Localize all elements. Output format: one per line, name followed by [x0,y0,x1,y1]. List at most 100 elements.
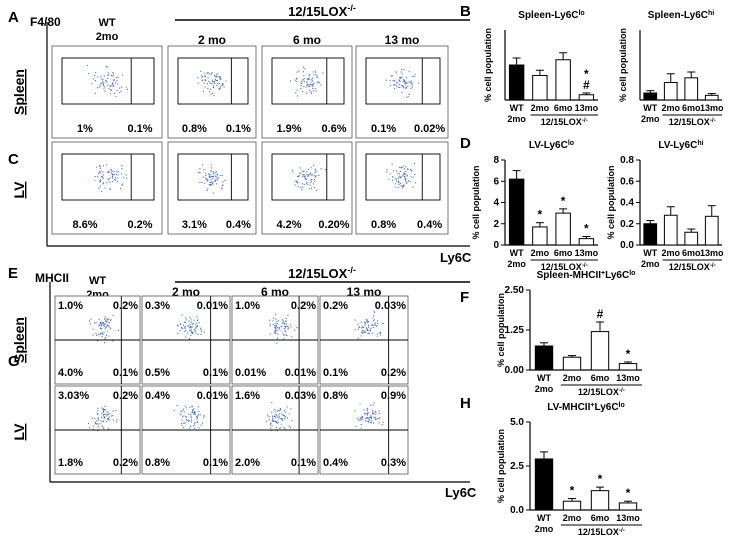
event-dot [280,423,282,425]
x-tick-label: 6mo [591,513,610,523]
event-dot [101,82,103,84]
event-dot [110,415,112,417]
event-dot [89,427,91,429]
event-dot [405,182,407,184]
event-dot [112,410,114,412]
event-dot [404,81,406,83]
event-dot [190,326,192,328]
event-dot [107,411,109,413]
event-dot [96,87,98,89]
event-dot [277,333,279,335]
event-dot [275,332,277,334]
quadrant-percent: 1.0% [235,300,260,312]
event-dot [112,174,114,176]
event-dot [403,172,405,174]
event-dot [307,85,309,87]
event-dot [186,419,188,421]
quadrant-percent: 0.01% [197,390,228,402]
event-dot [95,322,97,324]
event-dot [98,173,100,175]
event-dot [183,324,185,326]
event-dot [307,83,309,85]
bar [704,94,719,101]
event-dot [396,85,398,87]
event-dot [213,81,215,83]
event-dot [104,323,106,325]
event-dot [218,87,220,89]
x-tick-label: 2mo [531,103,550,113]
event-dot [104,342,106,344]
event-dot [86,65,88,67]
event-dot [397,187,399,189]
event-dot [99,321,101,323]
quadrant-percent: 0.8% [145,457,170,469]
event-dot [368,326,370,328]
quadrant-percent: 0.2% [381,367,406,379]
bar [562,356,582,371]
event-dot [365,319,367,321]
event-dot [202,79,204,81]
event-dot [191,332,193,334]
event-dot [191,419,193,421]
gate [177,57,249,105]
event-dot [314,88,316,90]
event-dot [215,172,217,174]
event-dot [403,69,405,71]
event-dot [302,183,304,185]
event-dot [194,324,196,326]
event-dot [103,323,105,325]
event-dot [211,182,213,184]
event-dot [180,414,182,416]
event-dot [276,410,278,412]
event-dot [302,80,304,82]
event-dot [309,78,311,80]
event-dot [109,188,111,190]
event-dot [189,317,191,319]
x-tick-label: 13mo [700,103,724,113]
event-dot [367,413,369,415]
event-dot [309,172,311,174]
event-dot [99,171,101,173]
event-dot [310,180,312,182]
event-dot [272,323,274,325]
event-dot [272,418,274,420]
event-dot [196,416,198,418]
event-dot [102,177,104,179]
event-dot [357,337,359,339]
event-dot [267,414,269,416]
event-dot [190,330,192,332]
event-dot [314,176,316,178]
event-dot [305,178,307,180]
event-dot [201,74,203,76]
event-dot [191,321,193,323]
event-dot [381,323,383,325]
event-dot [112,75,114,77]
bar [663,214,678,246]
panel-letter: G [8,353,20,370]
event-dot [311,187,313,189]
event-dot [104,90,106,92]
quadrant-percent: 0.4% [145,390,170,402]
event-dot [209,184,211,186]
event-dot [311,77,313,79]
event-dot [197,318,199,320]
event-dot [94,179,96,181]
event-dot [191,411,193,413]
group-label: 12/15LOX-/- [669,117,716,128]
event-dot [296,71,298,73]
event-dot [184,327,186,329]
event-dot [303,85,305,87]
event-dot [296,80,298,82]
event-dot [204,75,206,77]
event-dot [179,329,181,331]
event-dot [299,172,301,174]
event-dot [190,326,192,328]
event-dot [113,174,115,176]
event-dot [210,176,212,178]
event-dot [281,413,283,415]
event-dot [401,68,403,70]
event-dot [120,173,122,175]
event-dot [283,333,285,335]
event-dot [108,87,110,89]
event-dot [306,174,308,176]
